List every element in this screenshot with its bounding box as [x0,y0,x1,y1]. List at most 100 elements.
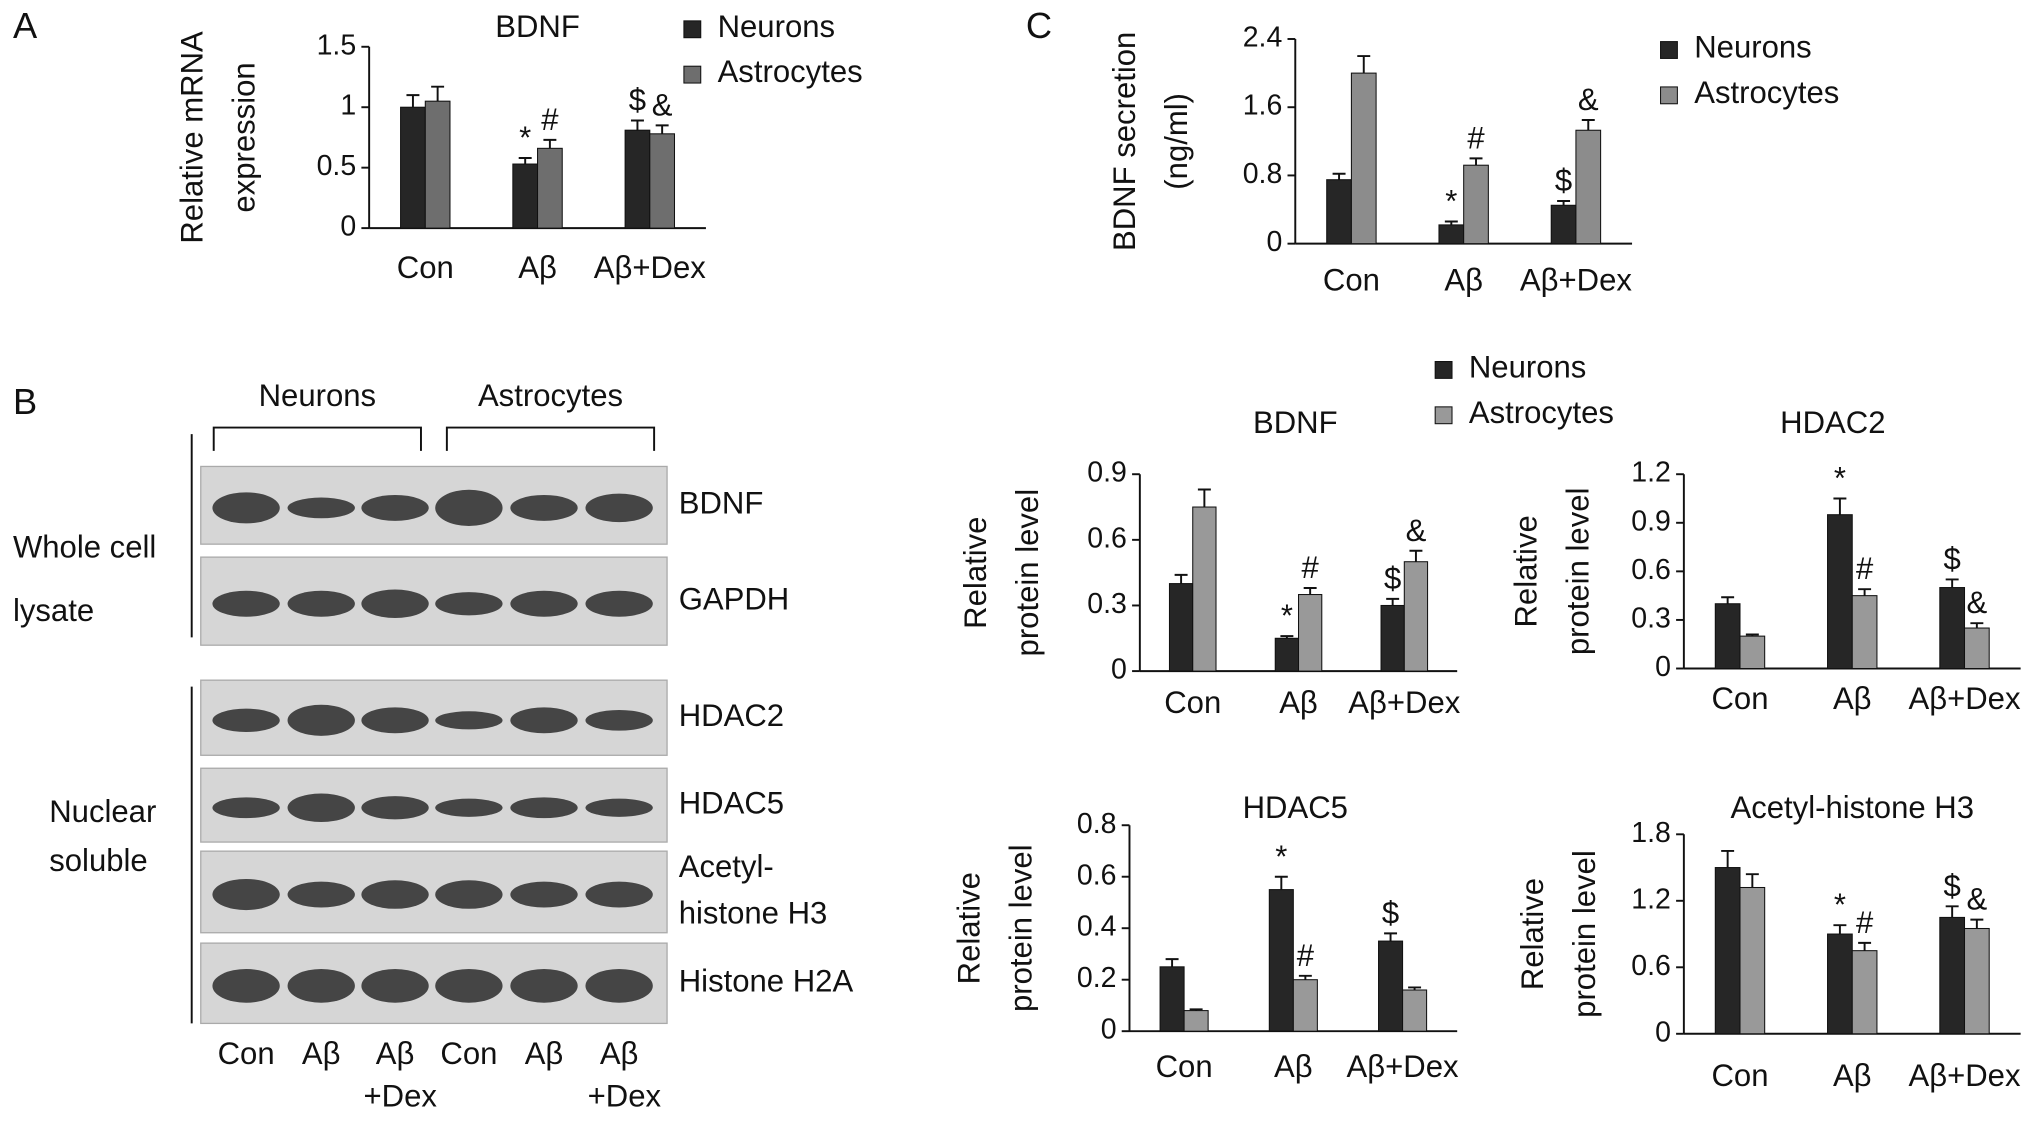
y-tick-label: 1.6 [1243,90,1283,122]
blot-band [361,494,429,521]
significance-mark: * [1834,887,1846,922]
error-bar [1174,573,1188,584]
error-bar [1745,633,1759,637]
lane-label: Aβ [600,1036,639,1071]
band-label: BDNF [679,486,764,521]
significance-mark: $ [1555,163,1572,198]
blot-section-label: soluble [49,843,148,878]
lane-label: +Dex [588,1079,662,1114]
bar [1939,587,1966,670]
bar [1268,889,1294,1032]
error-bar [1274,875,1288,890]
bar [1963,927,1990,1035]
y-tick-label: 0.6 [1077,859,1117,891]
band-label: HDAC5 [679,785,784,820]
bar [1714,867,1741,1035]
error-bar [1409,549,1423,562]
x-tick-label: Aβ+Dex [1520,263,1632,298]
lane-label: Aβ [302,1036,341,1071]
bar [1292,979,1318,1032]
blot-band [435,798,503,817]
panel-label: C [1026,5,1052,46]
bar [1463,164,1489,245]
blot-band [585,709,653,731]
blot-band [585,969,653,1003]
y-tick-label: 0 [1101,1014,1117,1046]
bar [537,147,563,229]
y-tick-label: 1.8 [1631,817,1671,849]
error-bar [1581,119,1595,131]
significance-mark: # [1467,120,1485,155]
error-bar [655,124,669,134]
significance-mark: * [1281,598,1293,633]
significance-mark: # [1302,550,1320,585]
bar [1963,627,1990,670]
panel-label: B [13,381,37,422]
bar [1739,635,1766,670]
y-axis-label: (ng/ml) [1159,93,1194,190]
significance-mark: $ [1944,542,1961,577]
blot-band [212,708,280,732]
bar [1939,916,1966,1035]
y-tick-label: 1 [340,90,356,122]
blot-section-label: Nuclear [49,794,156,829]
band-label: GAPDH [679,581,790,616]
error-bar [1408,986,1422,990]
error-bar [1858,941,1872,951]
blot-band [510,707,578,734]
error-bar [1298,974,1312,980]
bar [1851,595,1878,670]
blot-section-label: Whole cell [13,530,156,565]
blot-band [361,589,429,618]
y-tick-label: 0.6 [1631,950,1671,982]
x-tick-label: Con [1164,685,1221,720]
error-bar [1469,157,1483,166]
blot-band [585,493,653,523]
band-label: Histone H2A [679,963,854,998]
bar [1575,129,1602,245]
error-bar [1833,497,1847,515]
y-tick-label: 0.8 [1243,158,1283,190]
legend-label: Astrocytes [1694,75,1839,110]
y-tick-label: 0.3 [1631,602,1671,634]
bar [1550,204,1577,245]
y-axis-label: protein level [1010,489,1045,657]
legend-swatch [683,20,702,39]
blot-group-label: Neurons [259,378,376,413]
blot-band [287,590,355,617]
y-tick-label: 1.2 [1631,883,1671,915]
significance-mark: $ [1384,561,1401,596]
bar [1298,594,1323,672]
error-bar [1833,924,1847,935]
x-tick-label: Aβ [1444,263,1483,298]
significance-mark: * [519,120,531,155]
bar [512,163,539,229]
chart-title: HDAC2 [1780,405,1885,440]
significance-mark: * [1445,184,1457,219]
y-tick-label: 2.4 [1243,22,1283,54]
bracket [445,426,656,451]
blot-band [435,969,503,1003]
error-bar [1721,849,1735,868]
error-bar [543,138,557,149]
error-bar [406,94,420,108]
bar [1274,637,1300,672]
blot-band [435,489,503,527]
y-axis-label: Relative [952,872,987,984]
x-tick-label: Aβ+Dex [594,250,706,285]
bar [1159,966,1185,1032]
legend-label: Neurons [1694,30,1811,65]
chart-title: HDAC5 [1243,790,1348,825]
blot-band [212,590,280,617]
bar [1714,603,1741,670]
significance-mark: & [1578,82,1599,117]
y-axis-label: Relative [1515,878,1550,990]
lane-label: +Dex [364,1079,438,1114]
error-bar [1386,597,1400,606]
y-tick-label: 0.5 [317,150,357,182]
blot-band [435,711,503,730]
legend-label: Astrocytes [1469,395,1614,430]
bar [1827,514,1853,670]
band-label: Acetyl- [679,849,774,884]
